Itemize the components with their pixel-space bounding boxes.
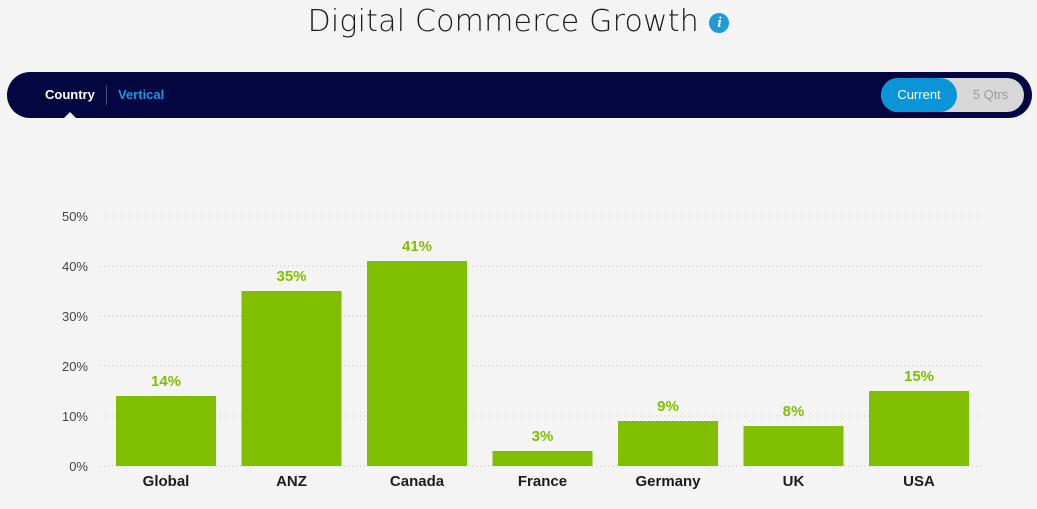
bar xyxy=(869,391,969,466)
x-tick-label: ANZ xyxy=(276,473,307,490)
bar xyxy=(618,421,718,466)
y-tick-label: 30% xyxy=(62,309,88,324)
y-tick-label: 50% xyxy=(62,209,88,224)
x-tick-label: Global xyxy=(143,473,190,490)
bar xyxy=(743,426,844,466)
data-label: 14% xyxy=(151,373,181,390)
title-area: Digital Commerce Growth i xyxy=(0,4,1037,39)
data-label: 35% xyxy=(276,268,306,285)
x-tick-label: Germany xyxy=(635,473,701,490)
tab-divider xyxy=(106,85,107,105)
bar xyxy=(116,396,216,466)
period-toggle: Current 5 Qtrs xyxy=(881,78,1024,112)
tab-vertical[interactable]: Vertical xyxy=(118,87,165,102)
bar xyxy=(492,451,593,466)
y-tick-label: 20% xyxy=(62,359,88,374)
x-tick-label: Canada xyxy=(390,473,445,490)
y-tick-label: 40% xyxy=(62,259,88,274)
y-tick-label: 10% xyxy=(62,409,88,424)
x-tick-label: USA xyxy=(903,473,935,490)
page-title: Digital Commerce Growth xyxy=(307,4,699,39)
x-tick-label: UK xyxy=(783,473,805,490)
x-tick-label: France xyxy=(518,473,567,490)
bar xyxy=(367,261,467,466)
data-label: 8% xyxy=(783,403,805,420)
data-label: 3% xyxy=(532,428,554,445)
navbar: Country Vertical Current 5 Qtrs xyxy=(7,72,1032,118)
current-toggle-button[interactable]: Current xyxy=(881,78,957,112)
five-quarters-toggle-button[interactable]: 5 Qtrs xyxy=(972,87,1009,102)
data-label: 15% xyxy=(904,368,934,385)
data-label: 41% xyxy=(402,238,432,255)
y-tick-label: 0% xyxy=(69,459,88,474)
data-label: 9% xyxy=(657,398,679,415)
tab-country[interactable]: Country xyxy=(45,87,95,102)
active-tab-caret-icon xyxy=(64,112,76,118)
info-icon[interactable]: i xyxy=(709,12,730,33)
bar xyxy=(241,291,342,466)
